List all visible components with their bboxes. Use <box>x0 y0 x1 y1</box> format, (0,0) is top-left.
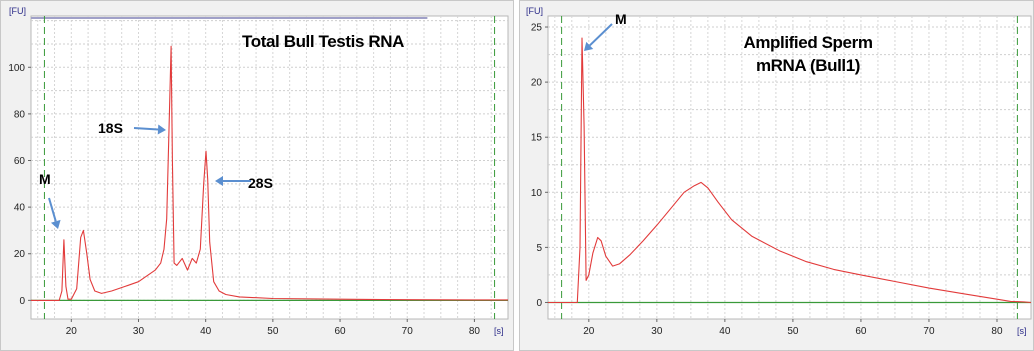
y-tick-label: 25 <box>531 23 543 34</box>
plot-area <box>547 15 1032 320</box>
right-electropherogram: 0 5 10 15 20 25 20 30 40 50 60 70 80 [FU] [s] Amplified… <box>526 6 1032 337</box>
annotation-arrow-shaft <box>133 127 159 131</box>
y-tick-label: 5 <box>536 243 542 254</box>
y-tick-label: 0 <box>19 296 25 307</box>
annotation-arrow-head <box>215 176 223 186</box>
annotation-label: M <box>615 11 627 27</box>
x-tick-label: 40 <box>719 326 731 337</box>
annotation-arrow-head <box>584 41 594 51</box>
annotation-arrow-head <box>157 124 166 135</box>
annotation-label: 28S <box>248 175 273 191</box>
x-tick-label: 80 <box>991 326 1003 337</box>
annotation-label: M <box>39 171 51 187</box>
x-tick-label: 60 <box>334 326 346 337</box>
x-unit-label: [s] <box>1017 326 1027 336</box>
annotation-arrow-shaft <box>48 197 57 222</box>
x-tick-label: 70 <box>402 326 414 337</box>
y-tick-label: 100 <box>8 63 25 74</box>
x-tick-label: 40 <box>200 326 212 337</box>
y-tick-label: 0 <box>536 298 542 309</box>
chart-title: Total Bull Testis RNA <box>242 32 404 51</box>
y-tick-label: 20 <box>14 249 26 260</box>
x-tick-label: 30 <box>651 326 663 337</box>
x-tick-label: 60 <box>855 326 867 337</box>
x-tick-label: 20 <box>583 326 595 337</box>
annotation-arrow-head <box>50 219 61 229</box>
left-electropherogram: 0 20 40 60 80 100 20 30 40 50 60 70 80 [FU] [s] Total B… <box>8 6 509 337</box>
y-tick-label: 15 <box>531 133 543 144</box>
x-tick-label: 70 <box>923 326 935 337</box>
x-tick-label: 50 <box>267 326 279 337</box>
y-tick-label: 60 <box>14 156 26 167</box>
plot-area <box>30 15 509 320</box>
left-chart-panel: 0 20 40 60 80 100 20 30 40 50 60 70 80 [FU] [s] Total B… <box>0 0 514 351</box>
chart-title-line-1: Amplified Sperm <box>743 33 872 52</box>
y-tick-label: 10 <box>531 188 543 199</box>
annotation-arrow-shaft <box>589 23 613 47</box>
trace-line <box>548 37 1032 304</box>
y-tick-label: 80 <box>14 109 26 120</box>
x-unit-label: [s] <box>494 326 504 336</box>
y-unit-label: [FU] <box>526 6 543 16</box>
x-tick-label: 30 <box>133 326 145 337</box>
annotation-label: 18S <box>98 120 123 136</box>
x-tick-label: 80 <box>469 326 481 337</box>
y-tick-label: 40 <box>14 203 26 214</box>
x-tick-label: 50 <box>787 326 799 337</box>
y-unit-label: [FU] <box>9 6 26 16</box>
chart-title-line-2: mRNA (Bull1) <box>756 56 860 75</box>
right-chart-panel: 0 5 10 15 20 25 20 30 40 50 60 70 80 [FU] [s] Amplified… <box>519 0 1034 351</box>
y-tick-label: 20 <box>531 78 543 89</box>
trace-line <box>31 45 508 301</box>
x-tick-label: 20 <box>66 326 78 337</box>
